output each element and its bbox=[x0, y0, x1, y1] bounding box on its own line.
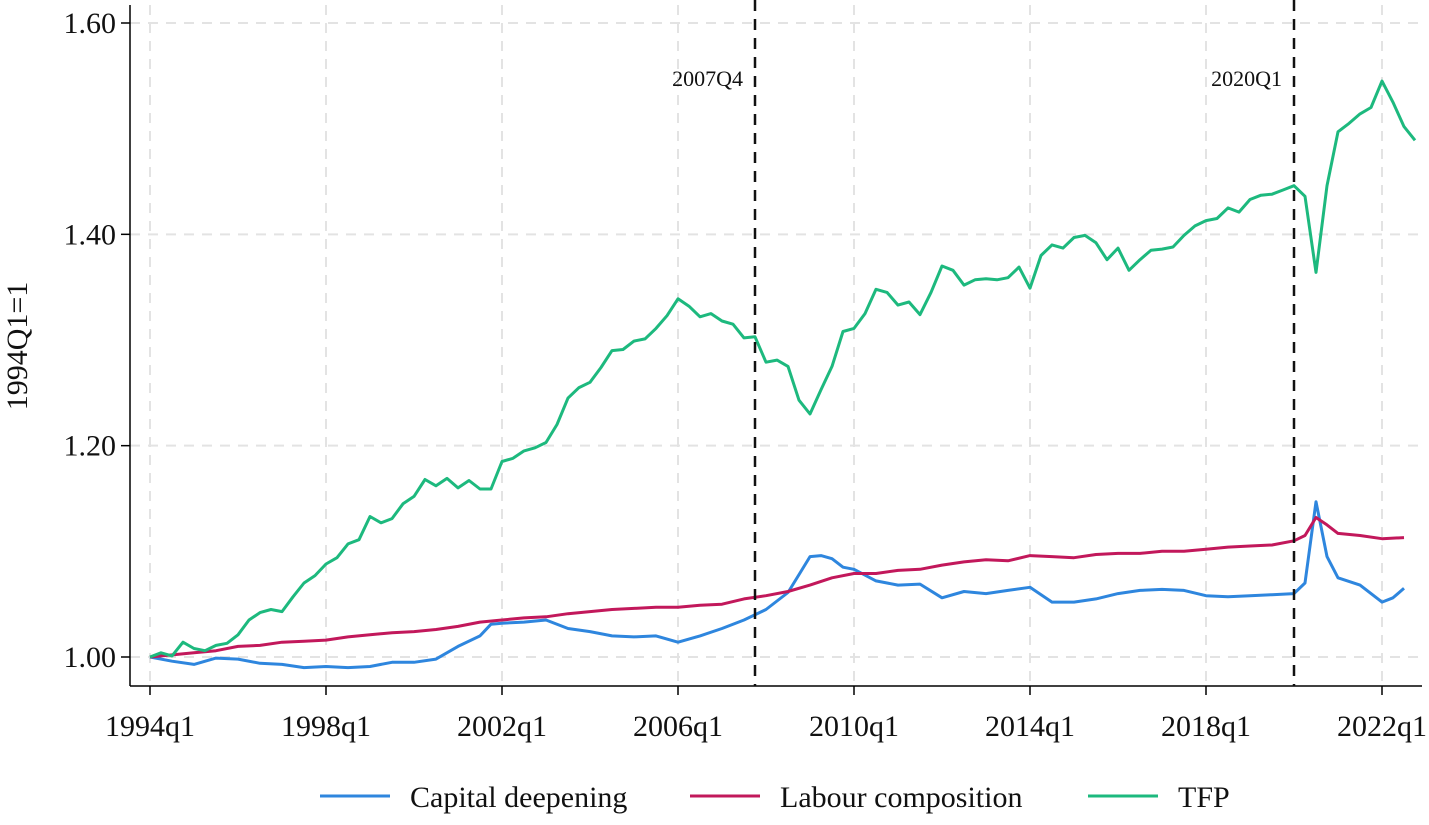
y-tick-label: 1.40 bbox=[64, 218, 117, 251]
legend-label: TFP bbox=[1178, 781, 1230, 814]
x-tick-label: 2002q1 bbox=[457, 710, 547, 743]
x-tick-label: 1994q1 bbox=[105, 710, 195, 743]
series-labour-composition bbox=[149, 516, 1405, 659]
series-capital-deepening bbox=[149, 500, 1405, 670]
legend-label: Labour composition bbox=[780, 781, 1022, 814]
y-axis-title: 1994Q1=1 bbox=[1, 282, 34, 411]
y-tick-label: 1.60 bbox=[64, 7, 117, 40]
reference-line-label: 2020Q1 bbox=[1211, 66, 1282, 91]
axes bbox=[121, 5, 1422, 695]
y-tick-label: 1.00 bbox=[64, 641, 117, 674]
x-tick-label: 2014q1 bbox=[985, 710, 1075, 743]
series-lines bbox=[149, 79, 1417, 670]
legend-label: Capital deepening bbox=[410, 781, 627, 814]
series-tfp bbox=[149, 79, 1417, 659]
x-tick-label: 2018q1 bbox=[1161, 710, 1251, 743]
x-tick-label: 2010q1 bbox=[809, 710, 899, 743]
reference-lines: 2007Q4 2020Q1 bbox=[672, 0, 1296, 686]
reference-line-label: 2007Q4 bbox=[672, 66, 743, 91]
y-tick-label: 1.20 bbox=[64, 430, 117, 463]
x-tick-label: 1998q1 bbox=[281, 710, 371, 743]
legend: Capital deepening Labour composition TFP bbox=[320, 781, 1230, 814]
tick-labels: 1.00 1.20 1.40 1.60 1994q1 1998q1 2002q1 2006q1… bbox=[64, 7, 1428, 743]
x-tick-label: 2006q1 bbox=[633, 710, 723, 743]
gridlines bbox=[130, 5, 1422, 686]
x-tick-label: 2022q1 bbox=[1337, 710, 1427, 743]
